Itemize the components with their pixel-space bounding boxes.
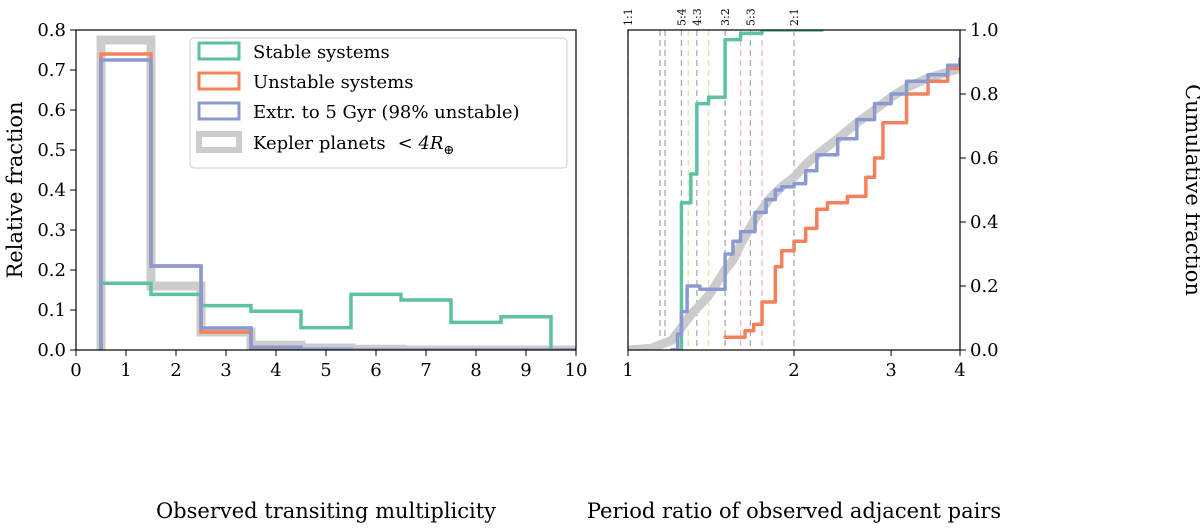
legend-label-stable: Stable systems (253, 42, 390, 63)
left-plot-area (96, 35, 576, 350)
right-panel: 1:1 5:4 4:3 3:2 5:3 2:1 1 2 3 4 0.0 0.2 0.4 0.6 0.8 1… (587, 8, 1200, 523)
right-y-axis-label: Cumulative fraction (1181, 84, 1200, 296)
left-y-tick-label: 0.6 (37, 100, 66, 121)
left-y-tick-label: 0.4 (37, 180, 66, 201)
left-x-tick-label: 4 (270, 360, 281, 381)
resonance-label: 4:3 (691, 8, 704, 26)
left-x-tick-label: 9 (520, 360, 531, 381)
left-x-tick-label: 6 (370, 360, 381, 381)
resonance-labels: 1:1 5:4 4:3 3:2 5:3 2:1 (622, 8, 801, 26)
right-x-tick-label: 4 (954, 360, 965, 381)
legend-frame (189, 37, 568, 169)
right-y-tick-label: 0.4 (970, 212, 999, 233)
left-y-tick-label: 0.5 (37, 140, 66, 161)
right-y-tick-label: 0.6 (970, 148, 999, 169)
right-x-tick-label: 2 (788, 360, 799, 381)
legend-label-kepler: Kepler planets < 4R⊕ (253, 133, 454, 158)
right-y-tick-label: 1.0 (970, 20, 999, 41)
legend: Stable systems Unstable systems Extr. to… (189, 37, 568, 169)
legend-label-unstable: Unstable systems (253, 72, 413, 93)
right-x-tick-label: 1 (622, 360, 633, 381)
left-x-tick-label: 8 (470, 360, 481, 381)
resonance-label: 5:3 (744, 8, 757, 26)
right-y-tick-label: 0.2 (970, 276, 999, 297)
legend-swatch-kepler (196, 131, 242, 153)
hist-series-3 (99, 58, 576, 350)
legend-swatch-unstable (197, 71, 241, 91)
cdf-series-3 (669, 57, 960, 350)
left-x-tick-label: 2 (170, 360, 181, 381)
legend-label-extrapolated: Extr. to 5 Gyr (98% unstable) (253, 102, 520, 123)
left-y-axis-label: Relative fraction (3, 101, 27, 278)
resonance-lines (628, 30, 795, 350)
right-x-ticks: 1 2 3 4 (622, 350, 966, 381)
right-y-ticks: 0.0 0.2 0.4 0.6 0.8 1.0 (960, 20, 999, 361)
legend-label-kepler-sub: ⊕ (443, 143, 454, 158)
left-x-tick-label: 0 (70, 360, 81, 381)
left-y-tick-label: 0.2 (37, 260, 66, 281)
resonance-label: 3:2 (719, 8, 732, 26)
left-panel: 0 1 2 3 4 5 6 7 8 9 10 0.0 0.1 0.2 0.3 0.4 0.5 0.6 0.7 0.8… (3, 20, 587, 523)
left-x-tick-label: 5 (320, 360, 331, 381)
cdf-series-2 (723, 57, 960, 339)
legend-label-kepler-math: < 4R (398, 133, 444, 154)
left-y-tick-label: 0.1 (37, 300, 66, 321)
left-x-tick-label: 7 (420, 360, 431, 381)
left-y-tick-label: 0.7 (37, 60, 66, 81)
right-y-tick-label: 0.8 (970, 84, 999, 105)
right-y-tick-label: 0.0 (970, 340, 999, 361)
left-x-tick-label: 10 (565, 360, 588, 381)
left-y-tick-label: 0.8 (37, 20, 66, 41)
resonance-label: 5:4 (675, 8, 688, 26)
left-y-ticks: 0.0 0.1 0.2 0.3 0.4 0.5 0.6 0.7 0.8 (37, 20, 76, 361)
left-x-ticks: 0 1 2 3 4 5 6 7 8 9 10 (70, 350, 587, 381)
left-x-tick-label: 3 (220, 360, 231, 381)
left-x-axis-label: Observed transiting multiplicity (156, 499, 496, 523)
legend-swatch-extrapolated (197, 101, 241, 121)
right-plot-area (628, 30, 960, 350)
cdf-series-0 (628, 63, 960, 350)
resonance-label: 2:1 (788, 8, 801, 26)
legend-swatch-stable (197, 41, 241, 61)
right-x-tick-label: 3 (885, 360, 896, 381)
left-x-tick-label: 1 (120, 360, 131, 381)
cdf-series-1 (669, 30, 824, 350)
left-y-tick-label: 0.0 (37, 340, 66, 361)
hist-series-1 (99, 281, 576, 350)
left-y-tick-label: 0.3 (37, 220, 66, 241)
legend-label-kepler-text: Kepler planets (253, 133, 386, 154)
resonance-label: 1:1 (622, 8, 635, 26)
right-x-axis-label: Period ratio of observed adjacent pairs (587, 499, 1001, 523)
